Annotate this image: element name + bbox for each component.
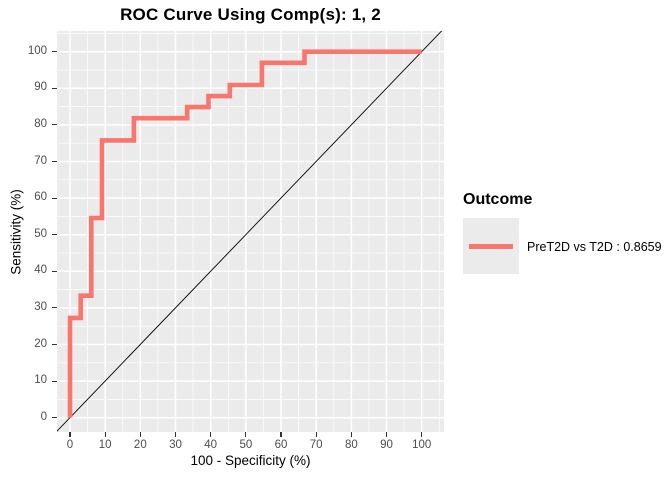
x-tick-mark bbox=[139, 432, 141, 437]
y-tick-mark bbox=[52, 234, 57, 236]
x-tick-mark bbox=[210, 432, 212, 437]
x-tick-mark bbox=[280, 432, 282, 437]
y-tick-mark bbox=[52, 51, 57, 53]
x-tick-mark bbox=[104, 432, 106, 437]
roc-line-key-icon bbox=[469, 244, 513, 249]
y-tick-mark bbox=[52, 380, 57, 382]
roc-curve bbox=[67, 49, 422, 418]
y-tick-label: 60 bbox=[34, 191, 47, 204]
x-tick-label: 80 bbox=[344, 439, 358, 451]
x-tick-label: 50 bbox=[239, 439, 253, 451]
plot-panel bbox=[57, 31, 444, 432]
chance-diagonal-line bbox=[57, 31, 443, 432]
y-tick-label: 90 bbox=[34, 81, 47, 94]
legend-key bbox=[463, 218, 519, 274]
y-tick-label: 40 bbox=[34, 264, 47, 277]
x-tick-mark bbox=[421, 432, 423, 437]
x-tick-mark bbox=[315, 432, 317, 437]
x-tick-label: 100 bbox=[412, 439, 432, 451]
y-tick-mark bbox=[52, 124, 57, 126]
y-tick-mark bbox=[52, 270, 57, 272]
x-tick-label: 10 bbox=[98, 439, 112, 451]
y-tick-mark bbox=[52, 417, 57, 419]
legend-label: PreT2D vs T2D : 0.8659 bbox=[527, 240, 662, 254]
x-tick-label: 0 bbox=[66, 439, 74, 451]
x-tick-mark bbox=[385, 432, 388, 437]
y-tick-label: 100 bbox=[27, 44, 47, 57]
plot-area bbox=[57, 31, 444, 432]
y-tick-mark bbox=[52, 160, 57, 163]
x-tick-label: 40 bbox=[204, 439, 218, 451]
legend-title: Outcome bbox=[463, 191, 533, 208]
y-tick-mark bbox=[52, 197, 57, 199]
x-tick-mark bbox=[350, 432, 352, 437]
y-tick-label: 0 bbox=[40, 410, 47, 423]
x-tick-mark bbox=[69, 432, 71, 437]
y-tick-label: 30 bbox=[34, 300, 47, 313]
x-tick-label: 20 bbox=[133, 439, 147, 451]
x-tick-mark bbox=[245, 432, 247, 437]
y-tick-label: 20 bbox=[34, 337, 47, 350]
y-tick-mark bbox=[52, 307, 57, 309]
y-tick-mark bbox=[52, 343, 57, 346]
y-tick-mark bbox=[52, 87, 57, 89]
x-tick-label: 30 bbox=[169, 439, 182, 451]
y-tick-label: 10 bbox=[34, 374, 47, 387]
x-tick-mark bbox=[174, 432, 177, 437]
x-tick-label: 90 bbox=[380, 439, 393, 451]
y-tick-label: 70 bbox=[34, 154, 47, 167]
x-axis-title: 100 - Specificity (%) bbox=[190, 453, 311, 468]
x-tick-label: 60 bbox=[274, 439, 288, 451]
y-tick-label: 80 bbox=[34, 117, 47, 130]
y-tick-label: 50 bbox=[34, 227, 47, 240]
x-tick-label: 70 bbox=[309, 439, 323, 451]
chart-title: ROC Curve Using Comp(s): 1, 2 bbox=[120, 5, 381, 24]
